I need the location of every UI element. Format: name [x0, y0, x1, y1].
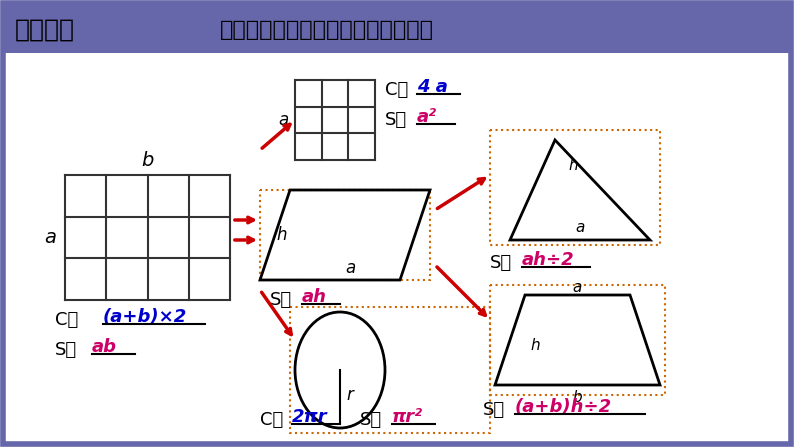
Text: a: a [572, 279, 582, 295]
Text: πr²: πr² [392, 408, 423, 426]
Text: b: b [141, 151, 154, 169]
Bar [260, 190, 430, 280]
Text: ah÷2: ah÷2 [522, 251, 575, 269]
Text: S＝: S＝ [483, 401, 505, 419]
Bar [490, 130, 660, 245]
Text: 这些面积公式是怎样推导出来的呢？: 这些面积公式是怎样推导出来的呢？ [220, 20, 434, 40]
Text: C＝: C＝ [260, 411, 283, 429]
Text: S＝: S＝ [360, 411, 382, 429]
Text: S＝: S＝ [270, 291, 292, 309]
Text: h: h [569, 157, 578, 173]
Text: h: h [530, 337, 540, 353]
Text: a: a [345, 259, 355, 277]
Bar [490, 285, 665, 395]
Text: C＝: C＝ [55, 311, 79, 329]
Text: a: a [44, 228, 56, 247]
Text: a²: a² [417, 108, 437, 126]
Text: C＝: C＝ [385, 81, 408, 99]
Text: S＝: S＝ [55, 341, 77, 359]
Text: (a+b)h÷2: (a+b)h÷2 [515, 398, 612, 416]
Text: (a+b)×2: (a+b)×2 [103, 308, 187, 326]
Text: S＝: S＝ [490, 254, 512, 272]
Text: ab: ab [92, 338, 117, 356]
Text: ah: ah [302, 288, 327, 306]
Text: a: a [278, 111, 288, 129]
Text: S＝: S＝ [385, 111, 407, 129]
Bar [290, 307, 490, 433]
Text: b: b [572, 389, 582, 405]
Text: a: a [576, 220, 584, 236]
Text: r: r [346, 386, 353, 404]
Text: 4 a: 4 a [417, 78, 448, 96]
Bar [3, 3, 791, 53]
Text: 知识梳理: 知识梳理 [15, 18, 75, 42]
Text: 2πr: 2πr [292, 408, 328, 426]
Text: h: h [277, 226, 287, 244]
